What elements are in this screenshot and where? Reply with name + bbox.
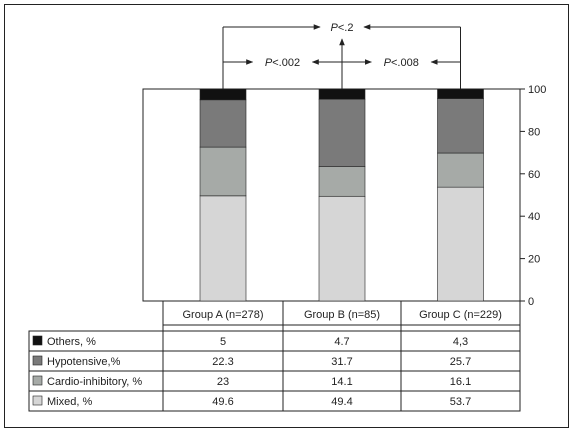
bar-segment-cardio-inhibitory-3 bbox=[437, 152, 484, 188]
data-label-r3-c1: 23 bbox=[217, 376, 229, 388]
annotation-p-a-vs-b-value: <.002 bbox=[272, 57, 300, 69]
data-label-r4-c3: 53.7 bbox=[450, 396, 471, 408]
y-tick-label: 20 bbox=[528, 254, 540, 266]
data-label-r3-c3: 16.1 bbox=[450, 376, 471, 388]
data-label-r2-c3: 25.7 bbox=[450, 356, 471, 368]
bar-segment-hypotensive-2 bbox=[318, 98, 366, 167]
y-tick-label: 40 bbox=[528, 211, 540, 223]
bar-segment-mixed-2 bbox=[318, 195, 366, 302]
bar-segment-others-1 bbox=[199, 88, 247, 101]
annotation-p-b-vs-c: P<.008 bbox=[384, 57, 419, 69]
data-label-r4-c2: 49.4 bbox=[331, 396, 352, 408]
bars-layer bbox=[142, 88, 521, 302]
data-label-r1-c2: 4.7 bbox=[334, 336, 349, 348]
y-tick-label: 100 bbox=[528, 84, 546, 96]
data-label-r1-c3: 4,3 bbox=[453, 336, 468, 348]
bar-segment-cardio-inhibitory-1 bbox=[199, 146, 247, 197]
y-axis: 0 20 40 60 80 100 bbox=[520, 84, 546, 308]
legend-swatch-2 bbox=[32, 355, 43, 366]
data-label-r2-c2: 31.7 bbox=[331, 356, 352, 368]
legend-swatch-4 bbox=[32, 395, 43, 406]
data-label-r2-c1: 22.3 bbox=[212, 356, 233, 368]
legend-swatch-3 bbox=[32, 375, 43, 386]
legend-label-4: Mixed, % bbox=[47, 396, 92, 408]
annotation-p-b-vs-c-value: <.008 bbox=[391, 57, 419, 69]
bar-segment-others-2 bbox=[318, 88, 366, 100]
legend-label-3: Cardio-inhibitory, % bbox=[47, 376, 142, 388]
data-label-r3-c2: 14.1 bbox=[331, 376, 352, 388]
annotation-p-a-vs-c-p: P bbox=[331, 22, 339, 34]
legend-swatch-1 bbox=[32, 335, 43, 346]
annotation-p-a-vs-b: P<.002 bbox=[265, 57, 300, 69]
category-label-2: Group B (n=85) bbox=[304, 309, 380, 321]
bar-segment-mixed-1 bbox=[199, 195, 247, 302]
significance-annotations: P<.2P<.002 P<.008 bbox=[222, 22, 461, 89]
annotation-p-a-vs-b-p: P bbox=[265, 57, 273, 69]
data-label-r4-c1: 49.6 bbox=[212, 396, 233, 408]
category-label-3: Group C (n=229) bbox=[419, 309, 502, 321]
legend-label-2: Hypotensive,% bbox=[47, 356, 121, 368]
figure-frame bbox=[4, 4, 569, 428]
bar-segment-cardio-inhibitory-2 bbox=[318, 166, 366, 197]
y-tick-label: 0 bbox=[528, 296, 534, 308]
bar-segment-hypotensive-3 bbox=[437, 98, 484, 154]
bar-segment-others-3 bbox=[437, 88, 484, 99]
annotation-p-a-vs-c: P<.2 bbox=[331, 22, 354, 34]
data-table: Group A (n=278) Group B (n=85) Group C (n=… bbox=[28, 301, 521, 412]
data-label-r1-c1: 5 bbox=[220, 336, 226, 348]
y-tick-label: 60 bbox=[528, 169, 540, 181]
category-label-1: Group A (n=278) bbox=[182, 309, 263, 321]
annotation-p-b-vs-c-p: P bbox=[384, 57, 392, 69]
y-tick-label: 80 bbox=[528, 126, 540, 138]
bar-segment-hypotensive-1 bbox=[199, 99, 247, 148]
bar-segment-mixed-3 bbox=[437, 186, 484, 302]
legend-label-1: Others, % bbox=[47, 336, 96, 348]
annotation-p-a-vs-c-value: <.2 bbox=[338, 22, 354, 34]
